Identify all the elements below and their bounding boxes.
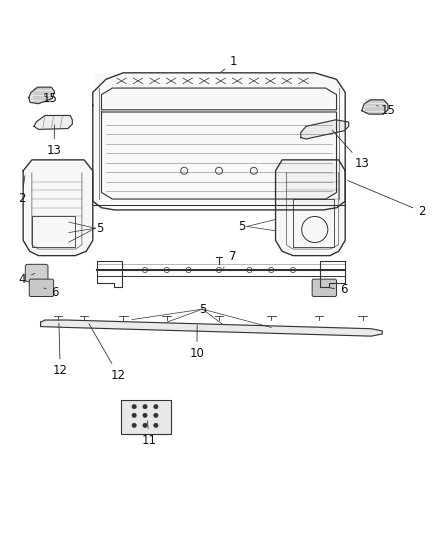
FancyBboxPatch shape <box>29 279 53 296</box>
Text: 5: 5 <box>96 222 104 235</box>
Text: 5: 5 <box>199 303 206 316</box>
Text: 5: 5 <box>239 220 246 233</box>
Text: 15: 15 <box>377 104 396 117</box>
Text: 13: 13 <box>47 125 61 157</box>
Text: 6: 6 <box>327 284 347 296</box>
Circle shape <box>143 413 147 417</box>
Bar <box>293 199 334 247</box>
Text: 6: 6 <box>44 286 59 299</box>
Polygon shape <box>25 162 91 254</box>
Circle shape <box>132 423 136 427</box>
Bar <box>32 216 75 247</box>
Polygon shape <box>278 162 343 254</box>
Polygon shape <box>362 100 388 114</box>
Polygon shape <box>41 320 382 336</box>
Circle shape <box>154 405 158 409</box>
Circle shape <box>143 423 147 427</box>
Text: 12: 12 <box>53 323 68 377</box>
Text: 11: 11 <box>141 421 156 447</box>
Text: 15: 15 <box>43 92 58 105</box>
FancyBboxPatch shape <box>312 279 336 296</box>
Bar <box>121 400 171 434</box>
Text: 10: 10 <box>189 325 204 360</box>
FancyBboxPatch shape <box>25 264 48 282</box>
Circle shape <box>154 413 158 417</box>
Polygon shape <box>95 73 343 204</box>
Text: 12: 12 <box>89 324 126 382</box>
Polygon shape <box>34 116 72 130</box>
Text: 2: 2 <box>18 176 25 205</box>
Text: 2: 2 <box>348 181 426 218</box>
Text: 1: 1 <box>221 55 237 72</box>
Polygon shape <box>29 87 54 104</box>
Circle shape <box>132 405 136 409</box>
Polygon shape <box>301 120 349 139</box>
Text: 4: 4 <box>19 273 35 286</box>
Text: 7: 7 <box>223 249 236 268</box>
Circle shape <box>154 423 158 427</box>
Circle shape <box>143 405 147 409</box>
Text: 13: 13 <box>332 130 370 170</box>
Circle shape <box>132 413 136 417</box>
